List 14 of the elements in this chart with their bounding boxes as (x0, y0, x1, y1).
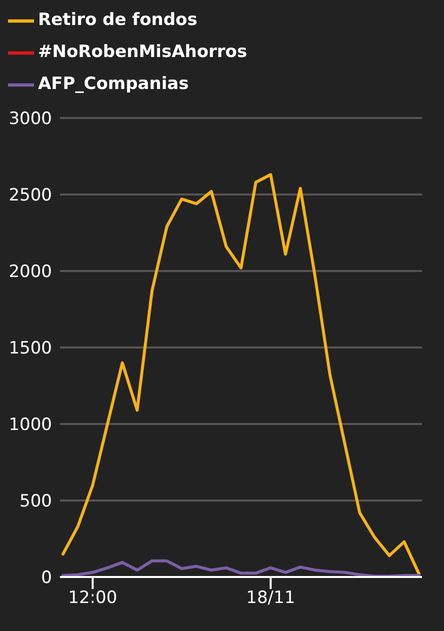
y-tick-label: 2500 (8, 186, 52, 206)
line-series (62, 559, 420, 577)
x-tick-label: 12:00 (68, 588, 118, 608)
legend-label: AFP_Companias (38, 74, 189, 94)
legend-label: Retiro de fondos (38, 10, 198, 30)
y-tick-label: 0 (41, 568, 52, 588)
line-series (62, 173, 420, 576)
y-tick-label: 1500 (8, 338, 52, 359)
y-tick-label: 500 (20, 492, 52, 512)
x-tick-label: 18/11 (246, 588, 296, 608)
legend-label: #NoRobenMisAhorros (38, 42, 248, 62)
y-tick-label: 1000 (8, 415, 52, 436)
y-tick-label: 3000 (8, 109, 52, 130)
y-tick-label: 2000 (8, 262, 52, 282)
